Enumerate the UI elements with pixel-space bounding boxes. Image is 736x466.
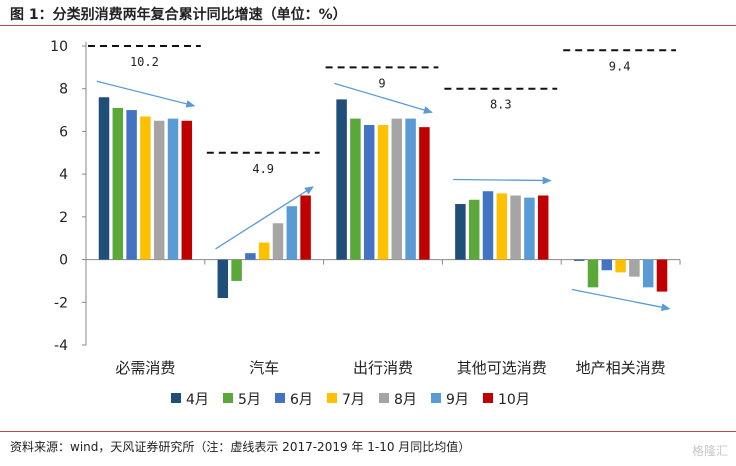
bar — [537, 195, 549, 260]
bar — [153, 120, 165, 260]
source-note: 资料来源：wind，天风证券研究所（注：虚线表示 2017-2019 年 1-1… — [10, 440, 471, 454]
y-tick-label: 6 — [59, 124, 68, 140]
bar — [112, 107, 124, 260]
benchmark-label: 8.3 — [490, 98, 512, 112]
benchmark-label: 9 — [378, 76, 385, 90]
bar — [181, 120, 193, 260]
x-category-label: 地产相关消费 — [576, 359, 666, 377]
benchmark-label: 4.9 — [252, 162, 274, 176]
legend-swatch — [171, 393, 181, 403]
bar — [587, 259, 599, 288]
bar — [510, 195, 521, 260]
legend-label: 7月 — [342, 392, 365, 408]
y-tick-label: 4 — [59, 167, 68, 183]
bar — [377, 125, 389, 260]
bar — [245, 253, 256, 260]
legend-swatch — [379, 393, 389, 403]
trend-arrow — [453, 176, 552, 185]
y-tick-label: 8 — [59, 82, 68, 98]
legend-label: 4月 — [186, 392, 209, 408]
bar — [126, 110, 137, 260]
bar-chart: -4 -2 0 2 4 6 8 10 必需消费 汽车 出行消费 其他可选消费 地产相关消费 10.2 4.… — [50, 39, 681, 408]
bar — [468, 199, 480, 260]
trend-arrow — [334, 82, 433, 114]
x-category-label: 出行消费 — [353, 359, 413, 377]
bar — [286, 206, 298, 260]
bar — [350, 118, 361, 260]
legend-swatch — [275, 393, 285, 403]
bar — [615, 259, 626, 273]
bar — [496, 193, 508, 260]
legend-label: 6月 — [290, 392, 313, 408]
y-tick-label: -4 — [54, 338, 68, 354]
bar — [629, 259, 640, 277]
y-tick-label: -2 — [54, 295, 68, 311]
x-category-label: 汽车 — [249, 359, 279, 377]
trend-arrow — [215, 186, 314, 250]
bar — [300, 195, 311, 260]
bar — [363, 125, 375, 260]
bar — [272, 223, 284, 260]
bar — [482, 191, 494, 260]
bar — [98, 97, 110, 260]
bar — [258, 242, 270, 260]
trend-arrow — [571, 288, 671, 312]
bar — [656, 259, 668, 292]
x-category-label: 其他可选消费 — [457, 359, 547, 377]
legend-label: 9月 — [446, 392, 469, 408]
bar — [336, 99, 347, 260]
benchmark-label: 9.4 — [609, 59, 631, 73]
legend-swatch — [431, 393, 441, 403]
bar — [524, 197, 535, 260]
legend-label: 10月 — [498, 392, 530, 408]
y-tick-label: 2 — [59, 210, 68, 226]
y-tick-label: 10 — [50, 39, 68, 55]
bar — [601, 259, 613, 271]
y-tick-label: 0 — [59, 253, 68, 269]
legend-swatch — [483, 393, 493, 403]
x-category-label: 必需消费 — [115, 359, 175, 377]
bar — [455, 204, 466, 260]
bar — [140, 116, 151, 260]
bar — [405, 118, 416, 260]
legend-label: 8月 — [394, 392, 417, 408]
watermark: 格隆汇 — [691, 444, 728, 458]
trend-arrow — [96, 80, 196, 108]
benchmark-label: 10.2 — [130, 55, 159, 69]
bar — [642, 259, 654, 288]
bar — [419, 127, 430, 260]
title-divider — [0, 25, 736, 26]
bar — [217, 259, 229, 299]
bar — [573, 259, 585, 261]
footer-divider — [0, 431, 736, 432]
legend-swatch — [327, 393, 337, 403]
bar — [167, 118, 179, 260]
bar — [231, 259, 242, 281]
legend-label: 5月 — [238, 392, 261, 408]
chart-title: 图 1：分类别消费两年复合累计同比增速（单位：%） — [10, 7, 347, 23]
legend-swatch — [223, 393, 233, 403]
bar — [391, 118, 403, 260]
